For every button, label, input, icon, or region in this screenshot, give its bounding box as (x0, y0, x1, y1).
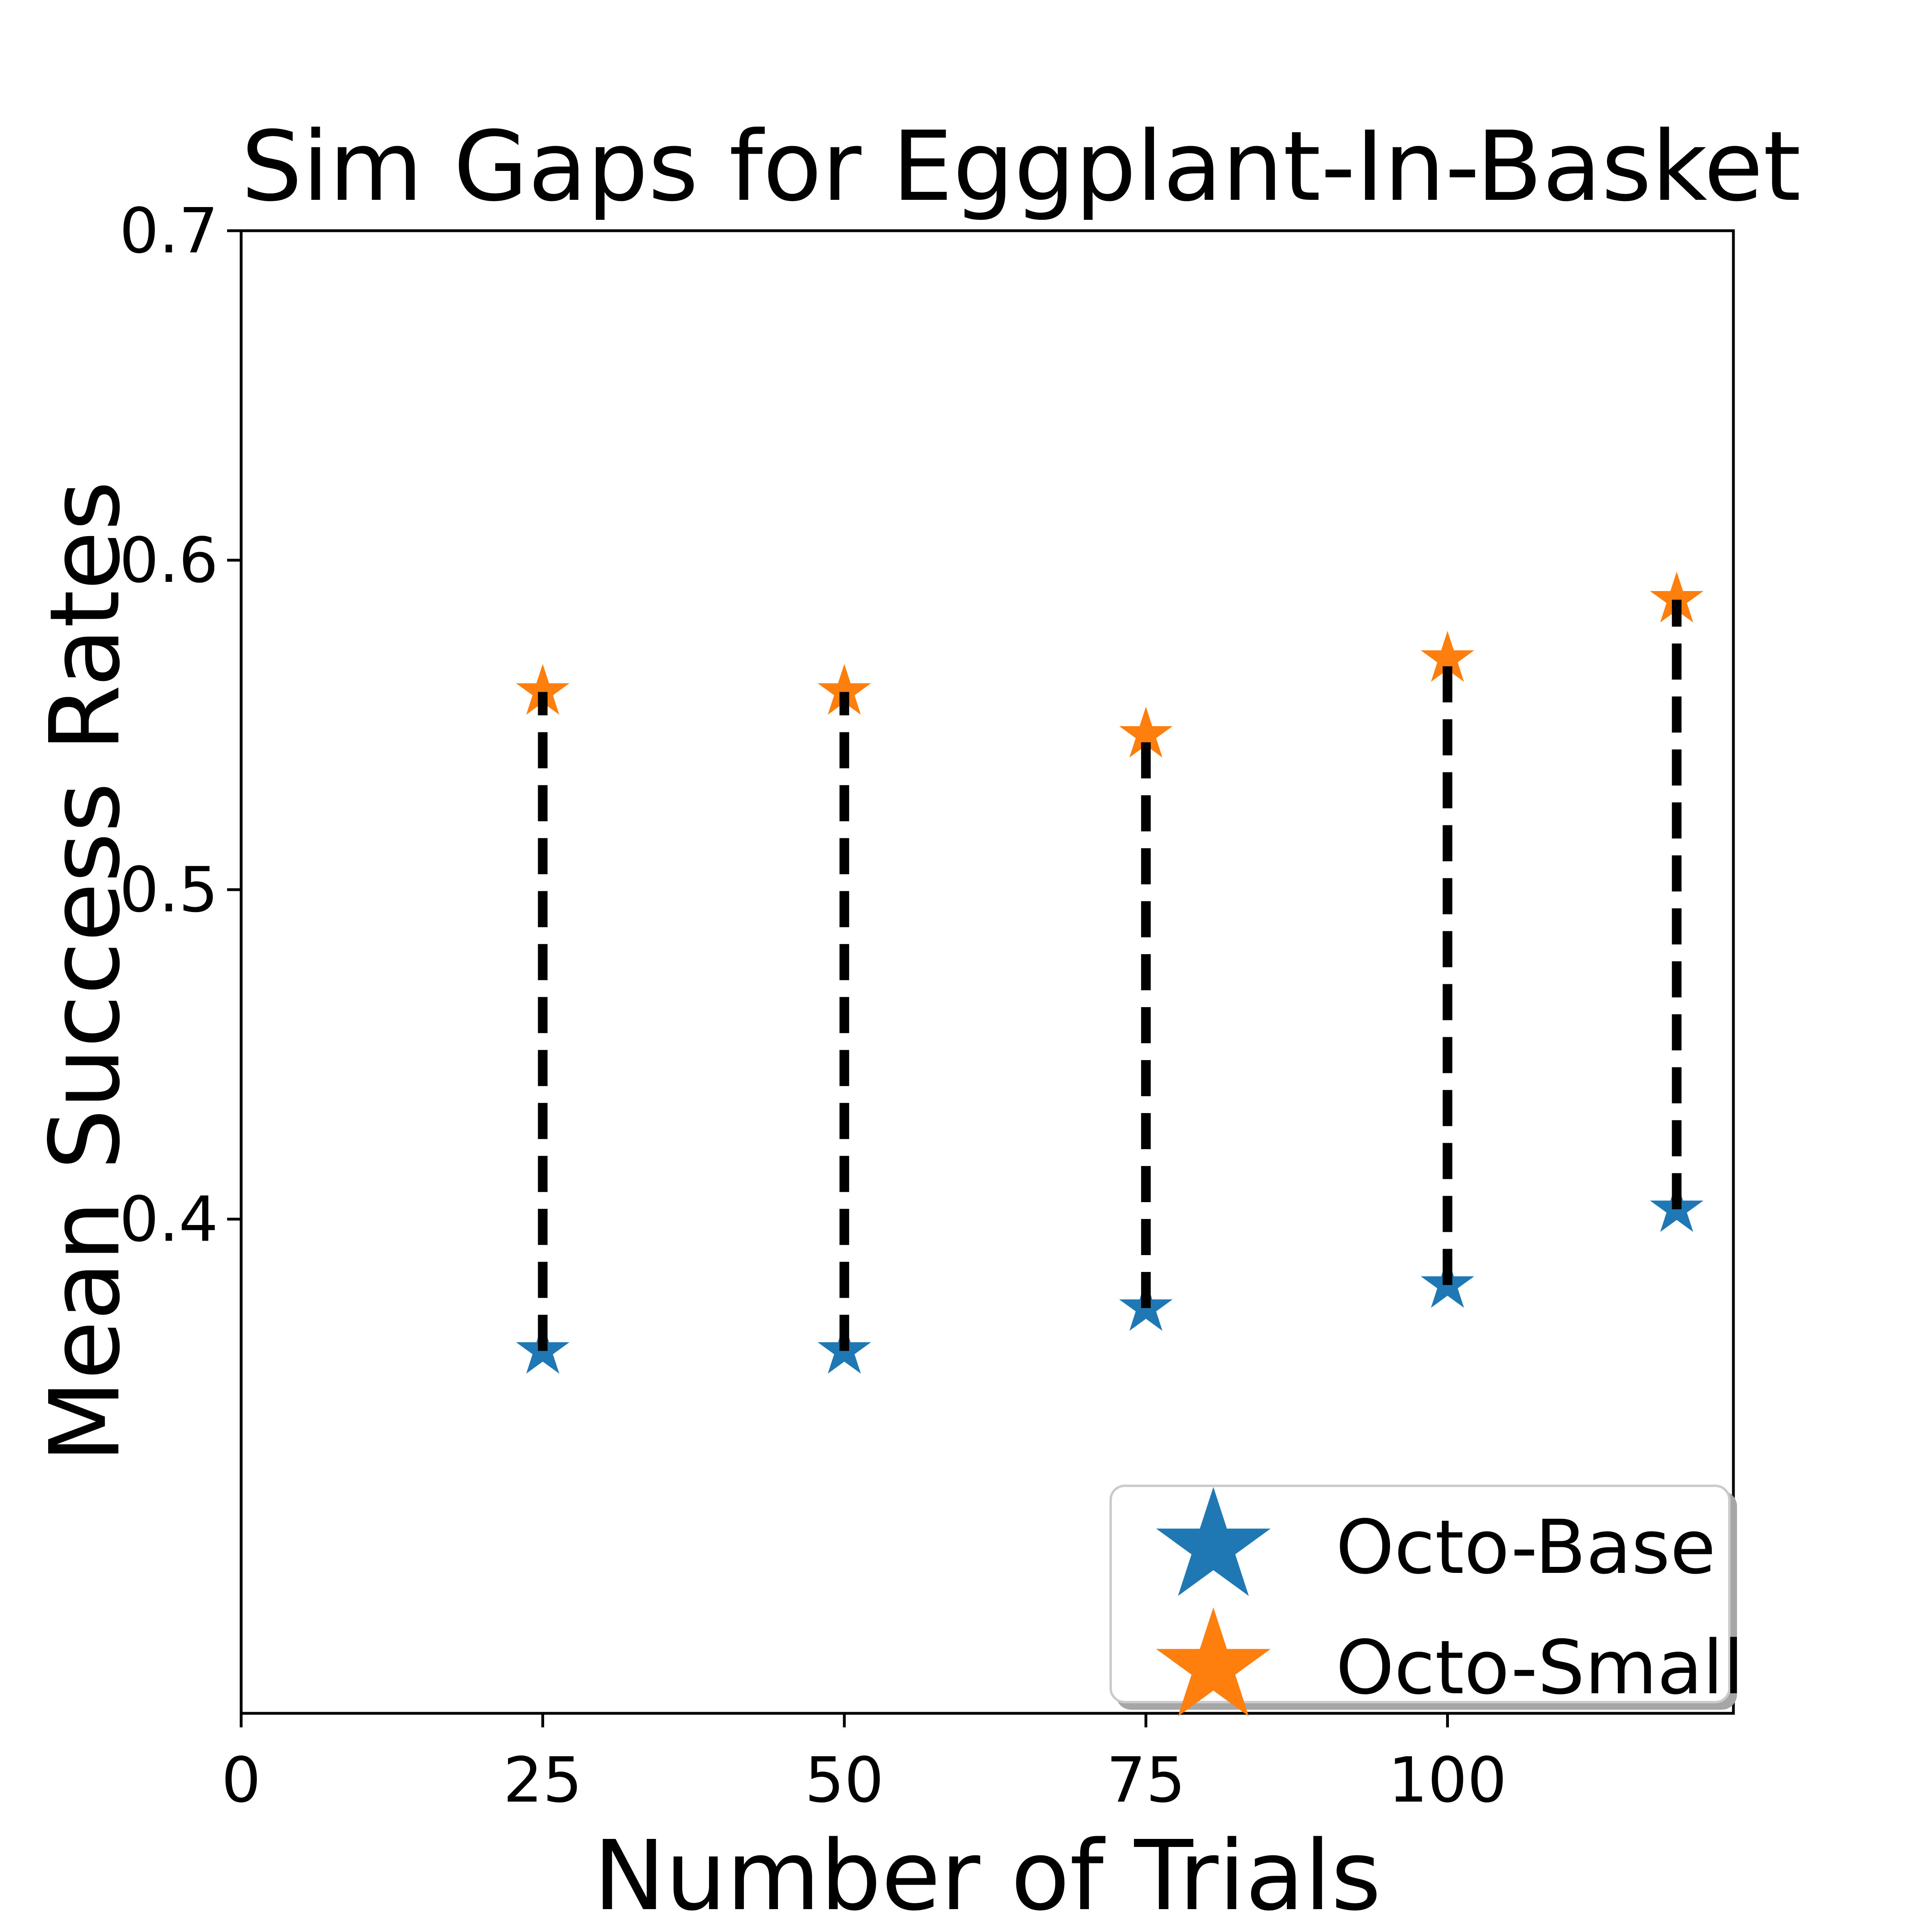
octo-base-legend-star (1156, 1487, 1271, 1596)
x-tick-label: 0 (221, 1744, 261, 1816)
x-tick-label: 75 (1106, 1744, 1185, 1816)
y-axis-label: Mean Success Rates (29, 481, 141, 1463)
y-tick-label: 0.4 (119, 1183, 218, 1255)
legend: Octo-Base Octo-Small (1109, 1485, 1744, 1717)
octo-small-legend-star (1156, 1607, 1271, 1717)
octo-small-star-marker (817, 664, 871, 715)
octo-small-star-marker (516, 664, 570, 715)
legend-item-octo-base: Octo-Base (1112, 1487, 1728, 1607)
x-axis-label: Number of Trials (593, 1820, 1382, 1932)
octo-small-star-marker (1119, 707, 1173, 758)
legend-label-octo-small: Octo-Small (1336, 1624, 1744, 1711)
x-tick-label: 100 (1388, 1744, 1507, 1816)
octo-small-star-marker (1420, 631, 1474, 682)
legend-label-octo-base: Octo-Base (1336, 1503, 1716, 1591)
y-tick-label: 0.7 (119, 195, 218, 267)
x-tick-label: 50 (805, 1744, 884, 1816)
x-tick-label: 25 (503, 1744, 582, 1816)
octo-small-star-icon (1156, 1607, 1271, 1717)
octo-base-star-icon (1156, 1487, 1271, 1596)
chart-title: Sim Gaps for Eggplant-In-Basket (241, 110, 1801, 223)
y-tick-label: 0.5 (119, 853, 218, 926)
plot-border (240, 229, 1735, 1715)
y-tick-label: 0.6 (119, 524, 218, 597)
octo-small-star-marker (1650, 571, 1704, 623)
legend-item-octo-small: Octo-Small (1112, 1607, 1744, 1728)
